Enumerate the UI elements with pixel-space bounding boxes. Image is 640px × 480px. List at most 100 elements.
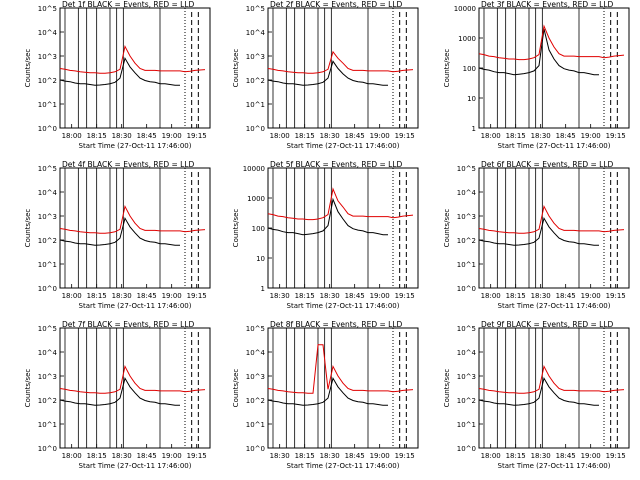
x-tick-label: 18:30 bbox=[112, 292, 132, 300]
x-tick-label: 18:30 bbox=[270, 452, 290, 460]
y-tick-label: 10^5 bbox=[38, 5, 57, 13]
y-tick-label: 10^2 bbox=[246, 397, 265, 405]
chart-title: Det 7f BLACK = Events, RED = LLD bbox=[62, 320, 195, 329]
y-tick-label: 10^2 bbox=[457, 397, 476, 405]
y-tick-label: 10 bbox=[467, 95, 476, 103]
y-tick-label: 10^0 bbox=[38, 125, 57, 133]
x-tick-label: 18:30 bbox=[112, 132, 132, 140]
chart-panel-4: Det 4f BLACK = Events, RED = LLD 18:00 18:… bbox=[24, 160, 211, 310]
y-tick-label: 10^0 bbox=[457, 445, 476, 453]
chart-panel-2: Det 2f BLACK = Events, RED = LLD 18:00 18:… bbox=[232, 0, 419, 150]
y-tick-label: 10^2 bbox=[38, 77, 57, 85]
x-tick-label: 18:30 bbox=[531, 452, 551, 460]
x-tick-label: 18:45 bbox=[556, 292, 576, 300]
x-tick-label: 18:00 bbox=[270, 132, 290, 140]
plot-frame bbox=[478, 167, 630, 289]
plot-frame bbox=[59, 167, 211, 289]
y-tick-label: 10000 bbox=[243, 165, 265, 173]
chart-panel-6: Det 6f BLACK = Events, RED = LLD 18:00 18:… bbox=[443, 160, 630, 310]
series-line-events bbox=[478, 216, 599, 246]
y-tick-label: 10000 bbox=[454, 5, 476, 13]
y-tick-label: 10^4 bbox=[457, 349, 477, 357]
y-tick-label: 10^5 bbox=[38, 325, 57, 333]
y-tick-label: 10^4 bbox=[246, 29, 266, 37]
x-tick-label: 18:15 bbox=[295, 292, 315, 300]
y-tick-label: 10^0 bbox=[246, 125, 265, 133]
y-tick-label: 10^2 bbox=[246, 77, 265, 85]
y-tick-label: 1 bbox=[472, 125, 476, 133]
chart-title: Det 5f BLACK = Events, RED = LLD bbox=[270, 160, 403, 169]
x-tick-label: 18:15 bbox=[87, 292, 107, 300]
y-tick-label: 100 bbox=[252, 225, 265, 233]
x-tick-label: 18:30 bbox=[320, 452, 340, 460]
series-line-events bbox=[267, 376, 388, 406]
x-tick-label: 18:30 bbox=[531, 292, 551, 300]
x-tick-label: 19:15 bbox=[606, 132, 626, 140]
x-tick-label: 19:00 bbox=[581, 292, 601, 300]
chart-panel-8: Det 8f BLACK = Events, RED = LLD 18:30 18:… bbox=[232, 320, 419, 470]
y-tick-label: 10^3 bbox=[246, 373, 265, 381]
y-tick-label: 10^0 bbox=[457, 285, 476, 293]
x-axis-label: Start Time (27-Oct-11 17:46:00) bbox=[498, 142, 611, 150]
y-tick-label: 10^1 bbox=[38, 101, 57, 109]
y-tick-label: 10^3 bbox=[246, 53, 265, 61]
x-tick-label: 19:00 bbox=[370, 132, 390, 140]
series-line-lld bbox=[478, 364, 625, 394]
y-axis-label: Counts/sec bbox=[24, 49, 32, 88]
x-tick-label: 18:00 bbox=[481, 132, 501, 140]
series-line-lld bbox=[267, 50, 414, 74]
y-tick-label: 10^3 bbox=[457, 373, 476, 381]
chart-title: Det 8f BLACK = Events, RED = LLD bbox=[270, 320, 403, 329]
series-line-events bbox=[267, 60, 388, 86]
x-axis-label: Start Time (27-Oct-11 17:46:00) bbox=[79, 142, 192, 150]
y-axis-label: Counts/sec bbox=[443, 369, 451, 408]
x-axis-label: Start Time (27-Oct-11 17:46:00) bbox=[287, 142, 400, 150]
x-tick-label: 18:45 bbox=[137, 452, 157, 460]
plot-frame bbox=[478, 7, 630, 129]
x-tick-label: 18:45 bbox=[137, 292, 157, 300]
plot-frame bbox=[267, 167, 419, 289]
y-tick-label: 10^3 bbox=[38, 213, 57, 221]
plot-frame bbox=[267, 327, 419, 449]
chart-panel-7: Det 7f BLACK = Events, RED = LLD 18:00 18:… bbox=[24, 320, 211, 470]
y-axis-label: Counts/sec bbox=[443, 209, 451, 248]
y-tick-label: 10^5 bbox=[457, 165, 476, 173]
x-axis-label: Start Time (27-Oct-11 17:46:00) bbox=[287, 302, 400, 310]
y-tick-label: 10^4 bbox=[38, 29, 58, 37]
plot-frame bbox=[59, 327, 211, 449]
x-tick-label: 19:00 bbox=[162, 132, 182, 140]
series-line-events bbox=[267, 197, 388, 236]
y-tick-label: 10^1 bbox=[38, 261, 57, 269]
chart-title: Det 3f BLACK = Events, RED = LLD bbox=[481, 0, 614, 9]
x-tick-label: 18:15 bbox=[506, 132, 526, 140]
y-tick-label: 10^3 bbox=[38, 53, 57, 61]
chart-panel-1: Det 1f BLACK = Events, RED = LLD 18:00 18:… bbox=[24, 0, 211, 150]
y-tick-label: 1 bbox=[261, 285, 265, 293]
y-tick-label: 10^3 bbox=[457, 213, 476, 221]
x-tick-label: 19:00 bbox=[162, 452, 182, 460]
chart-title: Det 4f BLACK = Events, RED = LLD bbox=[62, 160, 195, 169]
y-tick-label: 10^0 bbox=[38, 445, 57, 453]
y-tick-label: 10^4 bbox=[457, 189, 477, 197]
y-tick-label: 10^0 bbox=[246, 445, 265, 453]
plot-frame bbox=[478, 327, 630, 449]
x-tick-label: 18:15 bbox=[295, 452, 315, 460]
y-tick-label: 10^2 bbox=[457, 237, 476, 245]
x-tick-label: 19:00 bbox=[581, 452, 601, 460]
series-line-events bbox=[59, 56, 180, 86]
series-line-lld bbox=[267, 187, 414, 221]
x-tick-label: 19:15 bbox=[606, 292, 626, 300]
x-tick-label: 19:15 bbox=[395, 132, 415, 140]
y-tick-label: 10^2 bbox=[38, 397, 57, 405]
y-tick-label: 100 bbox=[463, 65, 476, 73]
series-line-events bbox=[478, 28, 599, 76]
series-line-lld bbox=[478, 24, 625, 61]
series-line-lld bbox=[478, 204, 625, 234]
chart-title: Det 6f BLACK = Events, RED = LLD bbox=[481, 160, 614, 169]
plot-frame bbox=[267, 7, 419, 129]
x-axis-label: Start Time (27-Oct-11 17:46:00) bbox=[498, 302, 611, 310]
y-tick-label: 10^4 bbox=[38, 349, 58, 357]
y-tick-label: 10^0 bbox=[38, 285, 57, 293]
x-tick-label: 19:00 bbox=[370, 452, 390, 460]
x-tick-label: 18:45 bbox=[137, 132, 157, 140]
